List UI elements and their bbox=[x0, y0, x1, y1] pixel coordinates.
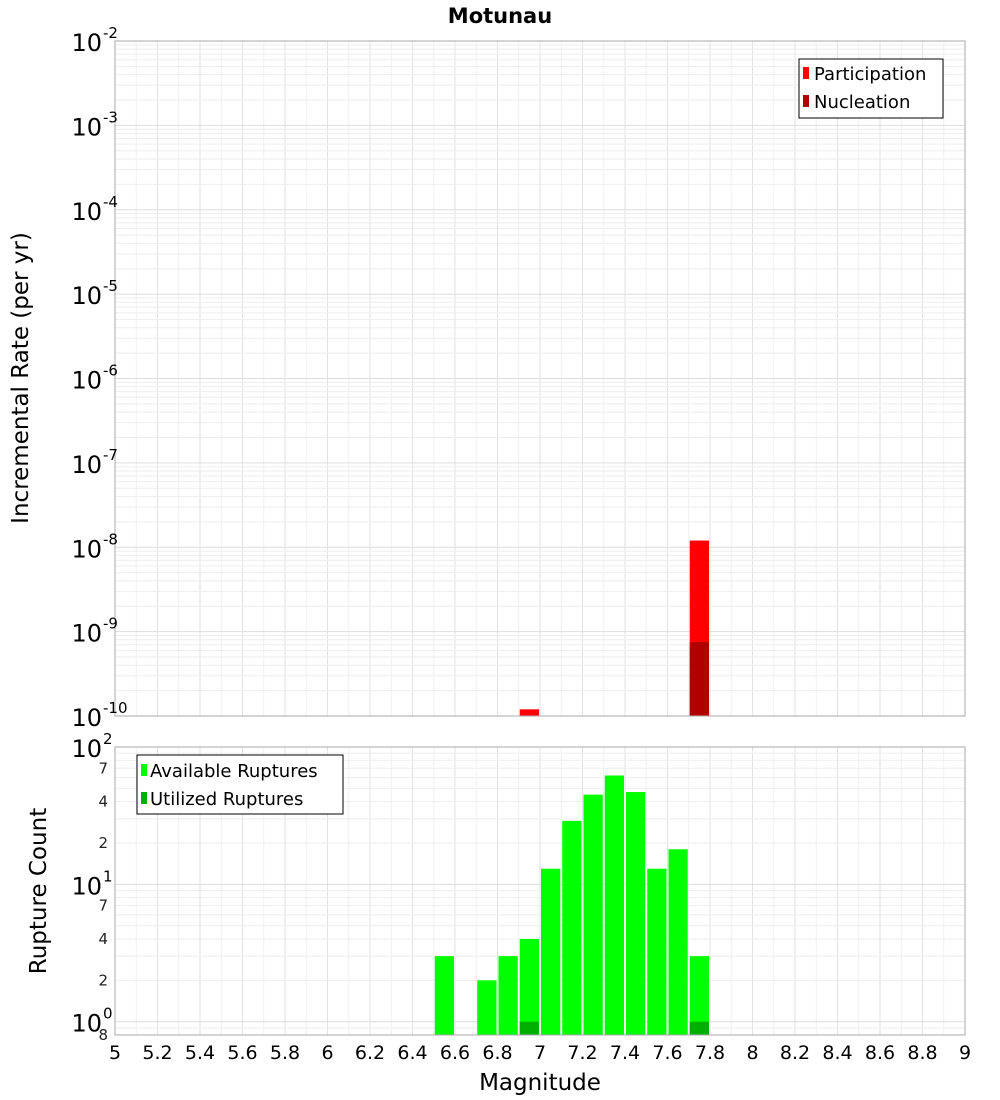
bottom-bar-available-ruptures bbox=[626, 792, 646, 1035]
bottom-bar-available-ruptures bbox=[434, 956, 454, 1035]
x-tick-label: 5 bbox=[109, 1042, 121, 1064]
top-plot-frame bbox=[114, 40, 966, 717]
x-tick-label: 7.2 bbox=[567, 1042, 597, 1064]
bottom-bar-available-ruptures bbox=[562, 820, 582, 1035]
bottom-bar-utilized-ruptures bbox=[519, 1021, 539, 1035]
top-y-tick-label: 10 bbox=[71, 113, 102, 141]
x-tick-label: 8.4 bbox=[822, 1042, 852, 1064]
bottom-y-minor-tick-label: 8 bbox=[98, 1026, 108, 1044]
x-tick-label: 8.6 bbox=[865, 1042, 895, 1064]
x-axis-label: Magnitude bbox=[479, 1070, 601, 1096]
bottom-y-axis-label: Rupture Count bbox=[26, 808, 52, 974]
x-tick-label: 8.8 bbox=[907, 1042, 937, 1064]
bottom-y-minor-tick-label: 4 bbox=[98, 930, 108, 948]
x-tick-labels: 5 5.2 5.4 5.6 5.8 6 6.2 6.4 6.6 6.8 7 7.2 7.4 7.6 7.8 8… bbox=[109, 1042, 971, 1064]
top-legend-box bbox=[798, 58, 944, 119]
bottom-bar-available-ruptures bbox=[519, 939, 539, 1035]
top-bar-nucleation bbox=[689, 642, 709, 716]
top-legend: Participation Nucleation bbox=[798, 58, 944, 119]
bottom-bar-available-ruptures bbox=[689, 956, 709, 1035]
x-tick-label: 7.8 bbox=[695, 1042, 725, 1064]
x-tick-label: 5.4 bbox=[185, 1042, 215, 1064]
x-tick-label: 7.4 bbox=[610, 1042, 640, 1064]
x-tick-label: 6.4 bbox=[397, 1042, 427, 1064]
legend-label-available-ruptures: Available Ruptures bbox=[150, 761, 318, 782]
top-y-tick-exponent: -10 bbox=[103, 699, 128, 717]
legend-label-participation: Participation bbox=[814, 64, 926, 85]
bottom-y-tick-exponent: 1 bbox=[103, 867, 113, 885]
top-bar-participation bbox=[519, 709, 539, 716]
top-y-tick-exponent: -2 bbox=[103, 24, 118, 42]
legend-label-utilized-ruptures: Utilized Ruptures bbox=[150, 789, 303, 810]
legend-swatch-available-ruptures bbox=[141, 764, 147, 776]
bottom-bar-available-ruptures bbox=[647, 868, 667, 1035]
bottom-plot-frame bbox=[114, 746, 966, 1036]
top-y-tick-labels: 10-210-310-410-510-610-710-810-910-10 bbox=[71, 24, 127, 732]
bottom-plot-bars bbox=[434, 775, 709, 1035]
x-tick-label: 6 bbox=[321, 1042, 333, 1064]
bottom-y-tick-label: 10 bbox=[71, 1010, 102, 1038]
top-y-tick-exponent: -5 bbox=[103, 277, 118, 295]
bottom-bar-available-ruptures bbox=[668, 849, 688, 1035]
x-tick-label: 6.8 bbox=[482, 1042, 512, 1064]
bottom-bar-available-ruptures bbox=[583, 794, 603, 1035]
bottom-y-minor-tick-label: 7 bbox=[98, 897, 108, 915]
top-y-tick-exponent: -4 bbox=[103, 193, 118, 211]
bottom-y-tick-exponent: 2 bbox=[103, 730, 113, 748]
top-y-tick-label: 10 bbox=[71, 29, 102, 57]
chart-title: Motunau bbox=[448, 4, 552, 28]
x-tick-label: 5.6 bbox=[227, 1042, 257, 1064]
bottom-y-minor-tick-label: 2 bbox=[98, 971, 108, 989]
x-tick-label: 8 bbox=[746, 1042, 758, 1064]
bottom-y-tick-label: 10 bbox=[71, 735, 102, 763]
bottom-bar-available-ruptures bbox=[498, 956, 518, 1035]
top-y-axis-label: Incremental Rate (per yr) bbox=[8, 232, 34, 524]
bottom-y-minor-tick-label: 4 bbox=[98, 793, 108, 811]
bottom-bar-available-ruptures bbox=[477, 980, 497, 1035]
bottom-bar-utilized-ruptures bbox=[689, 1021, 709, 1035]
legend-swatch-utilized-ruptures bbox=[141, 792, 147, 804]
bottom-y-tick-exponent: 0 bbox=[103, 1005, 113, 1023]
top-y-tick-exponent: -9 bbox=[103, 615, 118, 633]
bottom-y-tick-label: 10 bbox=[71, 872, 102, 900]
legend-swatch-nucleation bbox=[803, 95, 809, 107]
top-y-tick-label: 10 bbox=[71, 451, 102, 479]
x-tick-label: 8.2 bbox=[780, 1042, 810, 1064]
bottom-legend-box bbox=[136, 754, 344, 815]
top-y-tick-label: 10 bbox=[71, 704, 102, 732]
x-tick-label: 5.2 bbox=[142, 1042, 172, 1064]
top-plot-gridlines bbox=[114, 41, 966, 717]
top-y-tick-exponent: -7 bbox=[103, 446, 118, 464]
x-tick-label: 9 bbox=[959, 1042, 971, 1064]
bottom-bar-available-ruptures bbox=[604, 775, 624, 1035]
bottom-y-minor-tick-label: 2 bbox=[98, 834, 108, 852]
top-y-tick-label: 10 bbox=[71, 367, 102, 395]
top-y-tick-label: 10 bbox=[71, 535, 102, 563]
top-y-tick-label: 10 bbox=[71, 620, 102, 648]
x-tick-label: 6.6 bbox=[440, 1042, 470, 1064]
legend-swatch-participation bbox=[803, 67, 809, 79]
top-y-tick-exponent: -3 bbox=[103, 108, 118, 126]
top-y-tick-label: 10 bbox=[71, 198, 102, 226]
legend-label-nucleation: Nucleation bbox=[814, 92, 910, 113]
top-y-tick-label: 10 bbox=[71, 282, 102, 310]
bottom-bar-available-ruptures bbox=[541, 868, 561, 1035]
top-y-tick-exponent: -8 bbox=[103, 530, 118, 548]
top-y-tick-exponent: -6 bbox=[103, 362, 118, 380]
x-tick-label: 6.2 bbox=[355, 1042, 385, 1064]
top-plot-bars bbox=[519, 540, 709, 716]
bottom-legend: Available Ruptures Utilized Ruptures bbox=[136, 754, 344, 815]
bottom-y-minor-tick-label: 7 bbox=[98, 759, 108, 777]
x-tick-label: 5.8 bbox=[270, 1042, 300, 1064]
x-tick-label: 7.6 bbox=[652, 1042, 682, 1064]
x-tick-label: 7 bbox=[534, 1042, 546, 1064]
